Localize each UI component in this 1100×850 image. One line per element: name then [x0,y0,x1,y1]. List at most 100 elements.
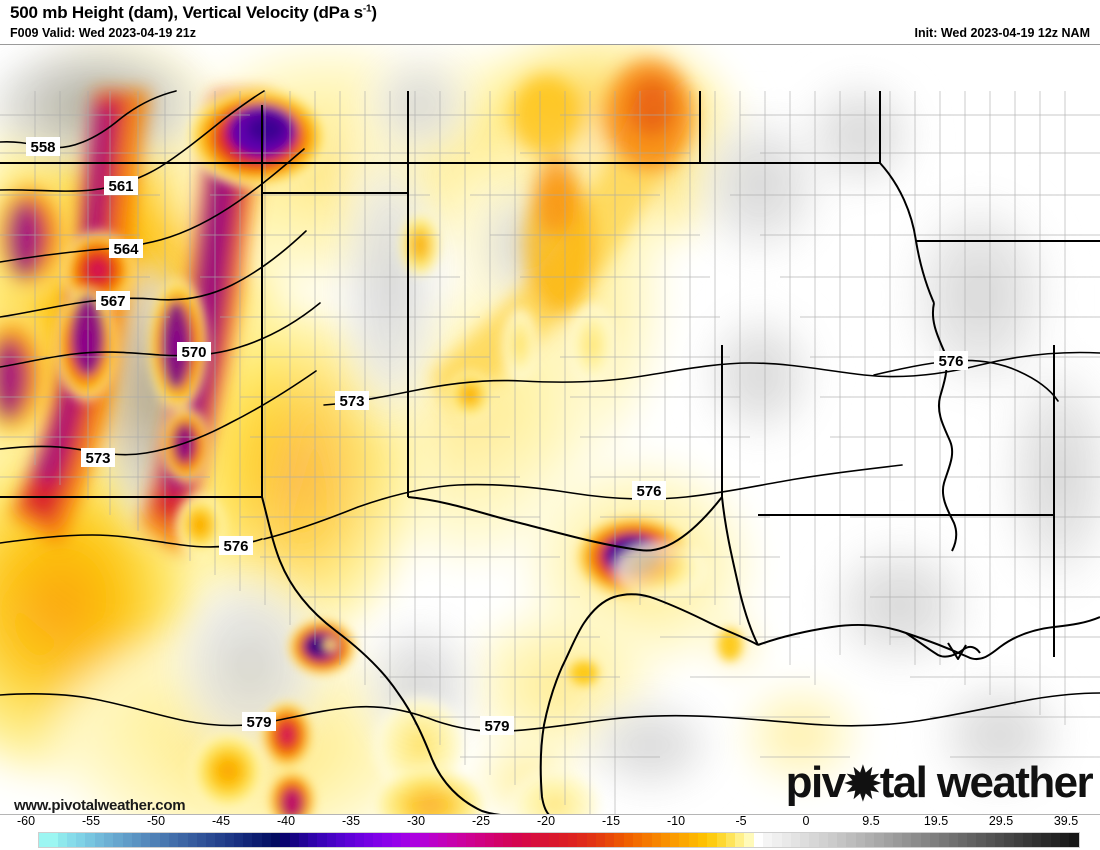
contour-label-text: 573 [339,393,364,410]
contour-label: 573 [335,391,369,410]
logo-text-post: tal weather [879,758,1094,807]
colorbar-swatch [948,833,958,847]
page-title-tail: ) [371,3,377,22]
contour-label-text: 579 [246,714,271,731]
colorbar-swatch [865,833,875,847]
contour-label-text: 567 [100,293,125,310]
colorbar-swatch [855,833,866,847]
pivotal-weather-logo: piv✹tal weather [785,757,1094,809]
logo-text-pre: piv [785,758,846,807]
colorbar-swatch [363,833,374,847]
colorbar-swatch [215,833,225,847]
colorbar-swatch [549,833,559,847]
colorbar-swatch [122,833,132,847]
page-title: 500 mb Height (dam), Vertical Velocity (… [10,3,377,23]
contour-label-text: 564 [113,241,139,258]
contour-label-text: 576 [636,483,661,500]
colorbar-swatch [818,833,828,847]
colorbar-swatch [902,833,912,847]
colorbar-swatch [976,833,986,847]
colorbar-swatch [94,833,104,847]
colorbar-swatch [800,833,810,847]
colorbar-tick: 19.5 [923,814,949,828]
contour-label: 576 [632,481,666,500]
colorbar-swatch [178,833,188,847]
colorbar-swatch [772,833,782,847]
colorbar-tick: -30 [406,814,426,828]
colorbar-swatch [419,833,429,847]
colorbar-swatch [382,833,392,847]
state-boundaries [0,91,1100,815]
colorbar-swatch [642,833,652,847]
colorbar-tick: -40 [276,814,296,828]
colorbar-swatch [354,833,364,847]
colorbar-swatch [326,833,336,847]
colorbar-swatch [66,833,77,847]
colorbar-swatch [1050,833,1060,847]
contour-label: 567 [96,291,130,310]
colorbar-swatch [400,833,411,847]
colorbar-tick-labels: -60 -55 -50 -45 -40 -35 -30 -25 -20 -15 -10 -5 0 9.5 1… [0,814,1100,830]
contour-label-text: 573 [85,450,110,467]
colorbar-swatch [920,833,930,847]
colorbar-swatch [707,833,717,847]
colorbar-swatch [568,833,578,847]
colorbar-swatch [493,833,504,847]
gear-icon: ✹ [844,760,881,809]
colorbar-swatch [521,833,531,847]
contour-label-text: 576 [938,353,963,370]
colorbar-swatch [76,833,86,847]
contour-label: 576 [934,351,968,370]
contour-label: 561 [104,176,138,195]
map-canvas[interactable]: 558 561 564 567 570 [0,44,1100,815]
colorbar-swatch [892,833,903,847]
colorbar-swatch [744,833,754,847]
colorbar-swatch [781,833,791,847]
colorbar-swatch [577,833,587,847]
colorbar-tick: -35 [341,814,361,828]
colorbar-swatch [1013,833,1023,847]
colorbar-tick: -60 [16,814,36,828]
colorbar-swatch [697,833,708,847]
colorbar-swatch [243,833,253,847]
colorbar-tick: -45 [211,814,231,828]
colorbar-swatch [168,833,179,847]
colorbar-swatch [261,833,272,847]
colorbar-swatch [150,833,160,847]
init-time-label: Init: Wed 2023-04-19 12z NAM [914,26,1090,40]
colorbar-swatch [1041,833,1051,847]
colorbar-swatch [475,833,485,847]
colorbar-swatch [456,833,466,847]
contour-label: 573 [81,448,115,467]
colorbar-swatch [939,833,949,847]
colorbar-swatch [809,833,819,847]
contour-label: 570 [177,342,211,361]
colorbar-swatch [252,833,262,847]
colorbar-tick: 29.5 [988,814,1014,828]
contour-label-text: 561 [108,178,133,195]
colorbar-tick: 0 [802,814,810,828]
colorbar-swatch [614,833,624,847]
colorbar-swatch [103,833,114,847]
colorbar-strip[interactable] [38,832,1080,848]
colorbar-swatch [735,833,745,847]
colorbar-swatch [994,833,1005,847]
contour-label: 579 [242,712,276,731]
colorbar-swatch [558,833,569,847]
colorbar-tick: -5 [735,814,747,828]
colorbar[interactable]: -60 -55 -50 -45 -40 -35 -30 -25 -20 -15 -10 -5 0 9.5 1… [0,814,1100,850]
colorbar-tick: -55 [81,814,101,828]
colorbar-swatch [957,833,968,847]
colorbar-tick: 9.5 [862,814,880,828]
colorbar-swatch [484,833,494,847]
colorbar-swatch [271,833,281,847]
colorbar-swatch [790,833,801,847]
contour-label-group: 558 561 564 567 570 [26,137,968,735]
contour-label: 558 [26,137,60,156]
colorbar-swatch [985,833,995,847]
colorbar-swatch [679,833,689,847]
colorbar-swatch [113,833,123,847]
colorbar-swatch [391,833,401,847]
colorbar-swatch [224,833,234,847]
